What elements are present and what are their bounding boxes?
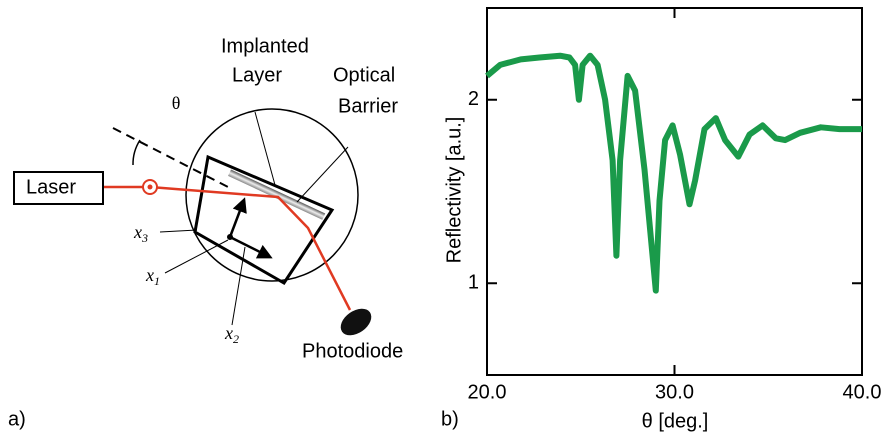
- plot-frame: [486, 7, 863, 376]
- stage: [185, 108, 359, 282]
- normal-line: [112, 127, 229, 188]
- angle-arc: [132, 139, 141, 166]
- axis-label: x2: [224, 323, 239, 346]
- x-axis-label: θ [deg.]: [642, 410, 709, 432]
- y-axis-label: Reflectivity [a.u.]: [443, 117, 465, 264]
- axis-label: x1: [145, 265, 160, 288]
- photodiode-label: Photodiode: [302, 340, 403, 362]
- panel-label: b): [441, 408, 459, 430]
- angle-label: θ: [172, 93, 181, 113]
- data-line: [485, 52, 862, 294]
- sample: [193, 154, 335, 286]
- x-tick-label: 20.0: [468, 381, 507, 403]
- axis-label: x3: [133, 222, 148, 245]
- laser-box: [13, 171, 104, 205]
- leader: [296, 146, 349, 203]
- axis-x2: [229, 235, 273, 259]
- y-tick-label: 1: [468, 272, 479, 294]
- leader: [231, 246, 246, 326]
- label: Barrier: [338, 95, 398, 117]
- beam-marker-dot: [147, 184, 153, 190]
- panel-label: a): [8, 408, 26, 430]
- beam: [103, 185, 352, 311]
- leader: [159, 229, 198, 233]
- y-tick-label: 2: [468, 88, 479, 110]
- x-tick-label: 30.0: [655, 381, 694, 403]
- implanted-layer: [228, 169, 326, 220]
- axis-x3: [228, 197, 247, 238]
- leader: [254, 111, 276, 186]
- x-tick-label: 40.0: [843, 381, 882, 403]
- label: Implanted: [221, 35, 309, 57]
- diagram: Laser θ Implanted Layer Optical Barrier …: [8, 35, 403, 430]
- label: Layer: [232, 64, 282, 86]
- laser-label: Laser: [26, 176, 76, 198]
- label: Optical: [333, 64, 395, 86]
- leader: [164, 239, 229, 274]
- photodiode-body: [340, 308, 372, 336]
